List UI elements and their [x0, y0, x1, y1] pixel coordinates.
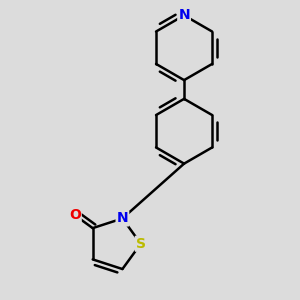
Text: S: S	[136, 237, 146, 251]
Text: N: N	[178, 8, 190, 22]
Text: N: N	[117, 212, 128, 226]
Text: O: O	[69, 208, 81, 222]
